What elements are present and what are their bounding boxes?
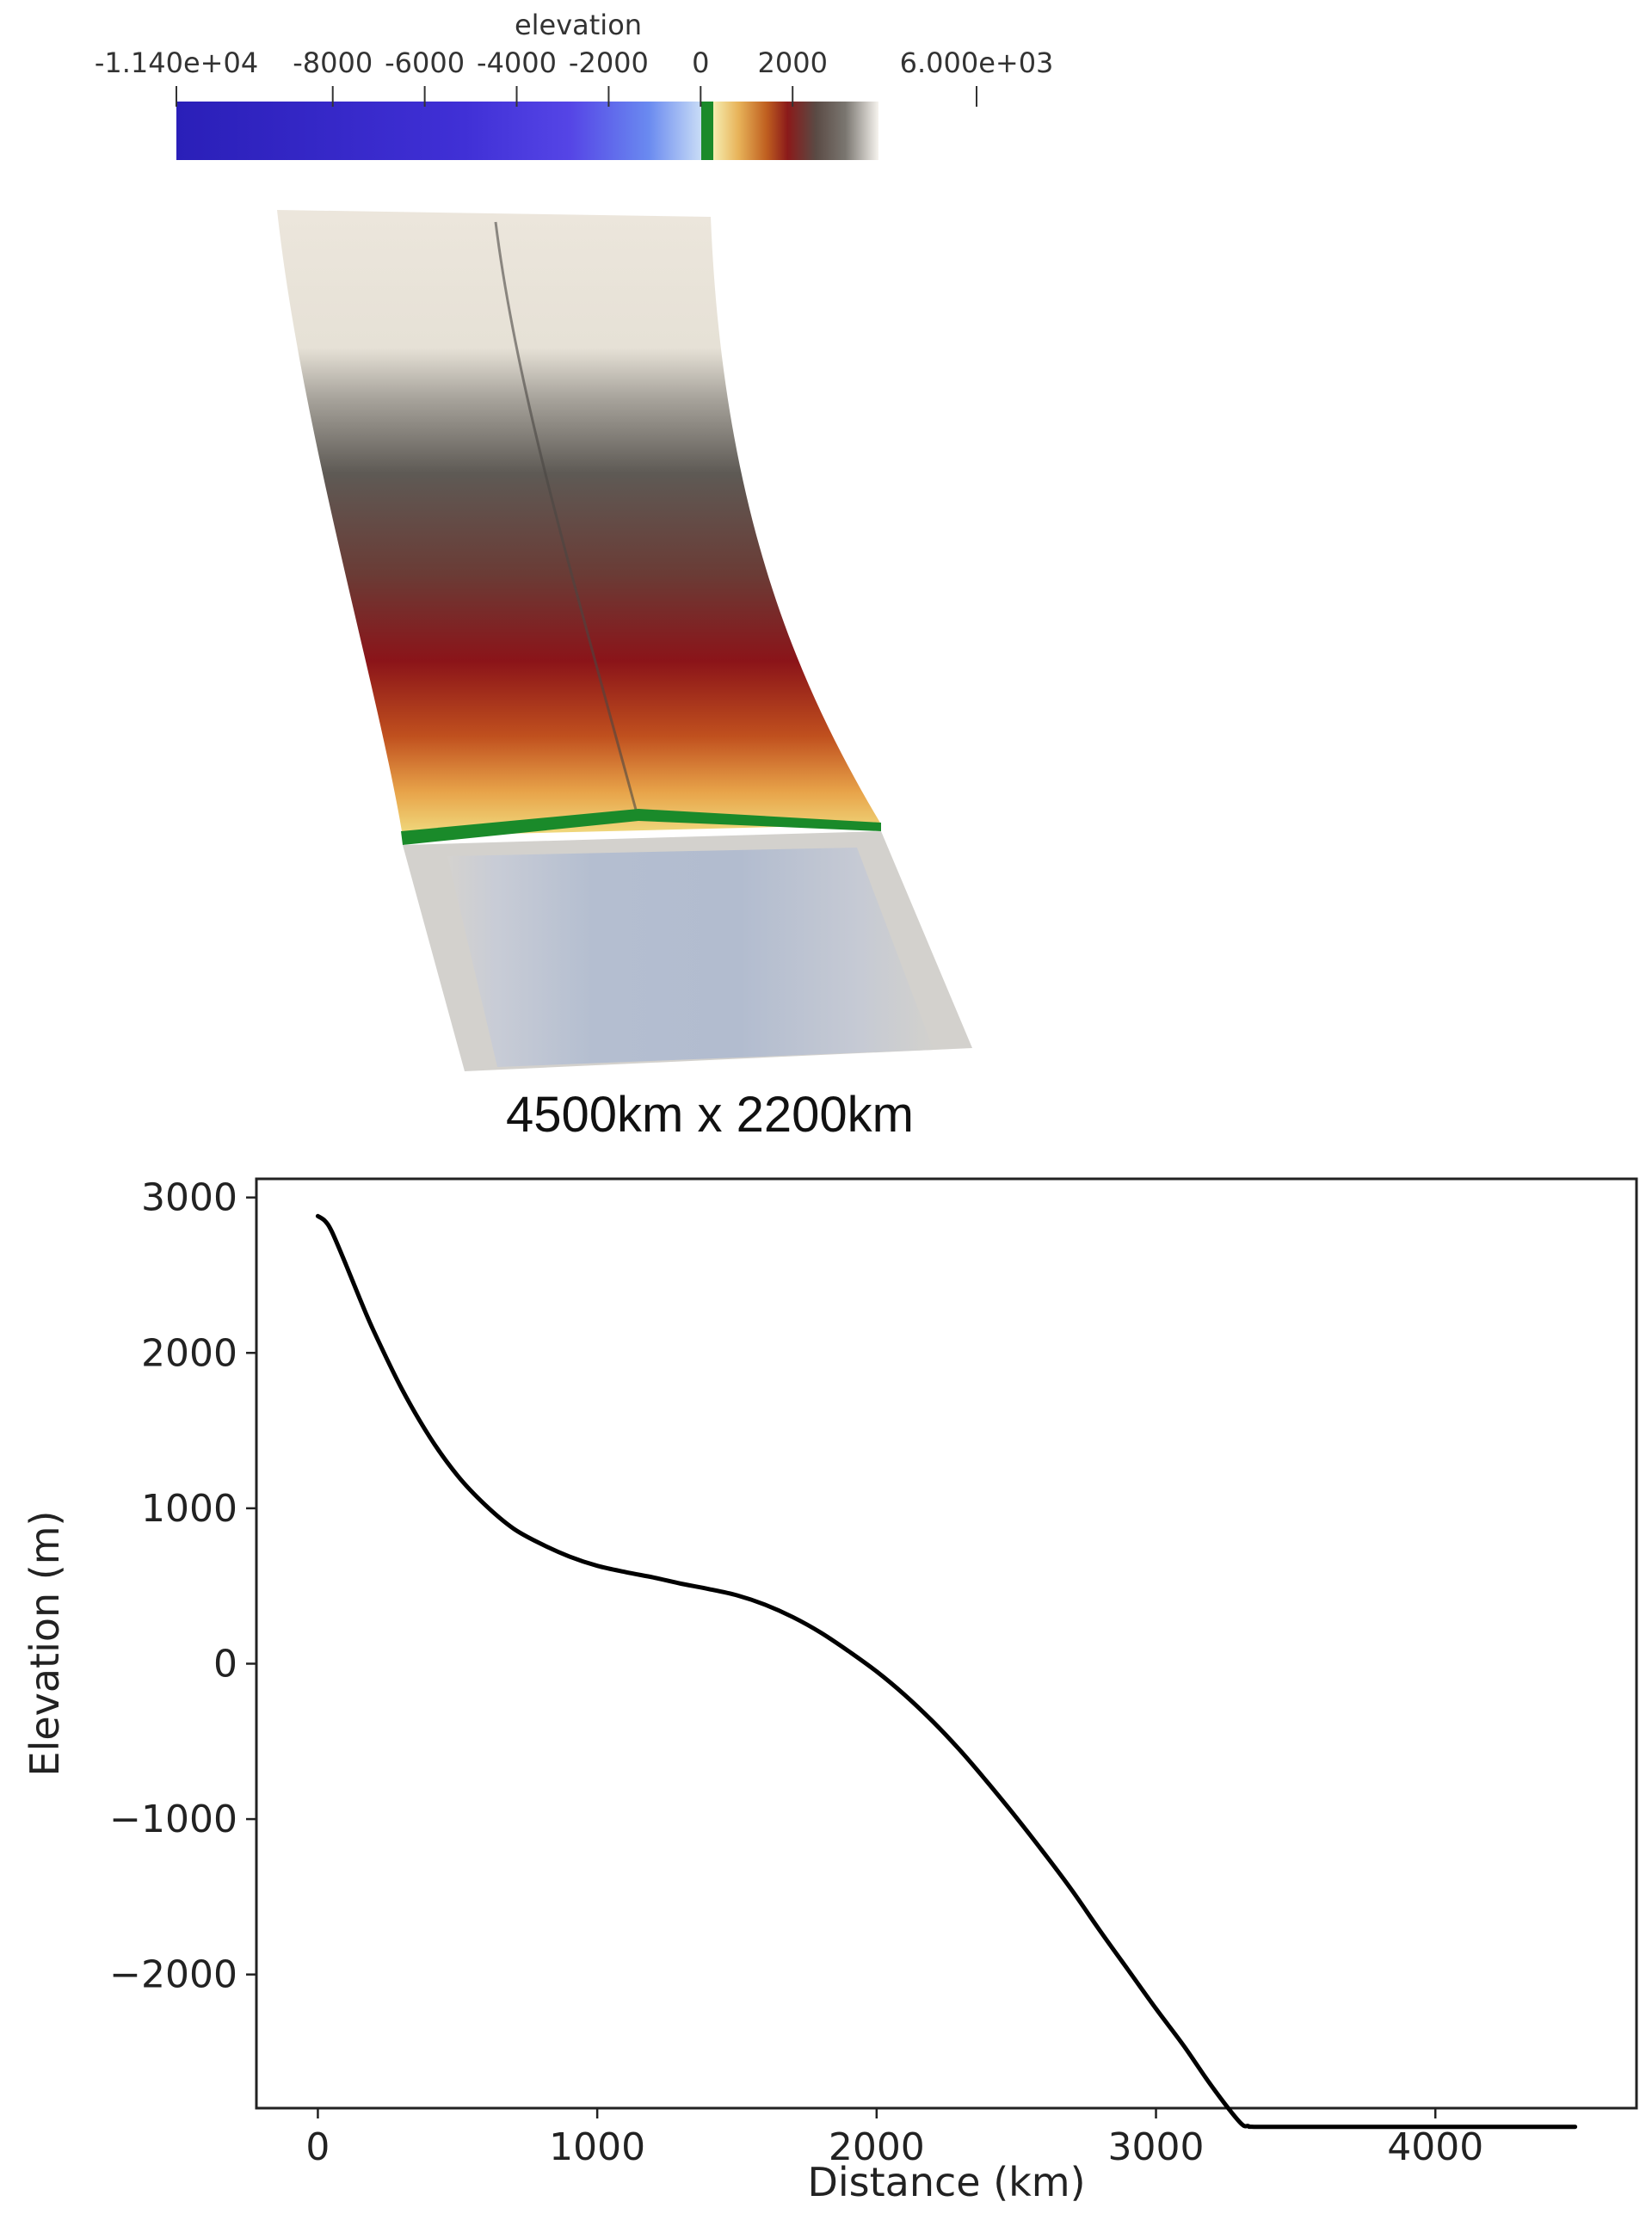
colorbar-title: elevation xyxy=(515,9,642,41)
y-tick-label: 1000 xyxy=(141,1487,237,1531)
ocean-basin xyxy=(447,848,934,1067)
colorbar-negative-band xyxy=(176,102,701,160)
y-axis: −2000 −1000 0 1000 2000 3000 xyxy=(109,1176,256,1997)
colorbar-legend: elevation -1.140e+04 -8000 -6000 -4000 -2000… xyxy=(95,9,1054,160)
x-tick-label: 2000 xyxy=(829,2125,925,2169)
terrain-caption: 4500km x 2200km xyxy=(506,1087,914,1143)
terrain-render xyxy=(277,210,972,1071)
colorbar-tick-label: -2000 xyxy=(569,46,649,79)
land-surface xyxy=(277,210,881,836)
elevation-profile-line xyxy=(315,1213,1578,2130)
plot-frame xyxy=(255,1177,1638,2110)
y-tick-label: 0 xyxy=(213,1642,237,1686)
colorbar-tick-label: -8000 xyxy=(293,46,373,79)
x-tick-label: 0 xyxy=(305,2125,330,2169)
colorbar-tick-label: -6000 xyxy=(385,46,465,79)
colorbar-tick-label: 6.000e+03 xyxy=(900,46,1054,79)
x-axis: 0 1000 2000 3000 4000 xyxy=(305,2108,1483,2169)
colorbar-sea-level-band xyxy=(701,102,713,160)
y-tick-label: −1000 xyxy=(109,1798,237,1841)
colorbar-tick-label: 0 xyxy=(692,46,709,79)
coastline xyxy=(401,809,881,845)
elevation-profile-chart: 0 1000 2000 3000 4000 −2000 −1000 0 1000 2000 300… xyxy=(22,1176,1638,2205)
y-axis-label: Elevation (m) xyxy=(22,1511,68,1777)
colorbar-tick-label: 2000 xyxy=(757,46,827,79)
y-tick-label: −2000 xyxy=(109,1953,237,1997)
colorbar-tick-label: -4000 xyxy=(477,46,557,79)
y-tick-label: 3000 xyxy=(141,1176,237,1220)
x-tick-label: 4000 xyxy=(1387,2125,1483,2169)
y-tick-label: 2000 xyxy=(141,1331,237,1375)
series-layer xyxy=(315,1213,1578,2130)
colorbar-tick-label: -1.140e+04 xyxy=(95,46,258,79)
colorbar-ticks: -1.140e+04 -8000 -6000 -4000 -2000 0 2000 6.000… xyxy=(95,46,1054,107)
x-tick-label: 1000 xyxy=(549,2125,645,2169)
x-tick-label: 3000 xyxy=(1108,2125,1205,2169)
x-axis-label: Distance (km) xyxy=(807,2159,1085,2205)
colorbar-positive-band xyxy=(713,102,878,160)
ridge-line xyxy=(494,221,640,820)
